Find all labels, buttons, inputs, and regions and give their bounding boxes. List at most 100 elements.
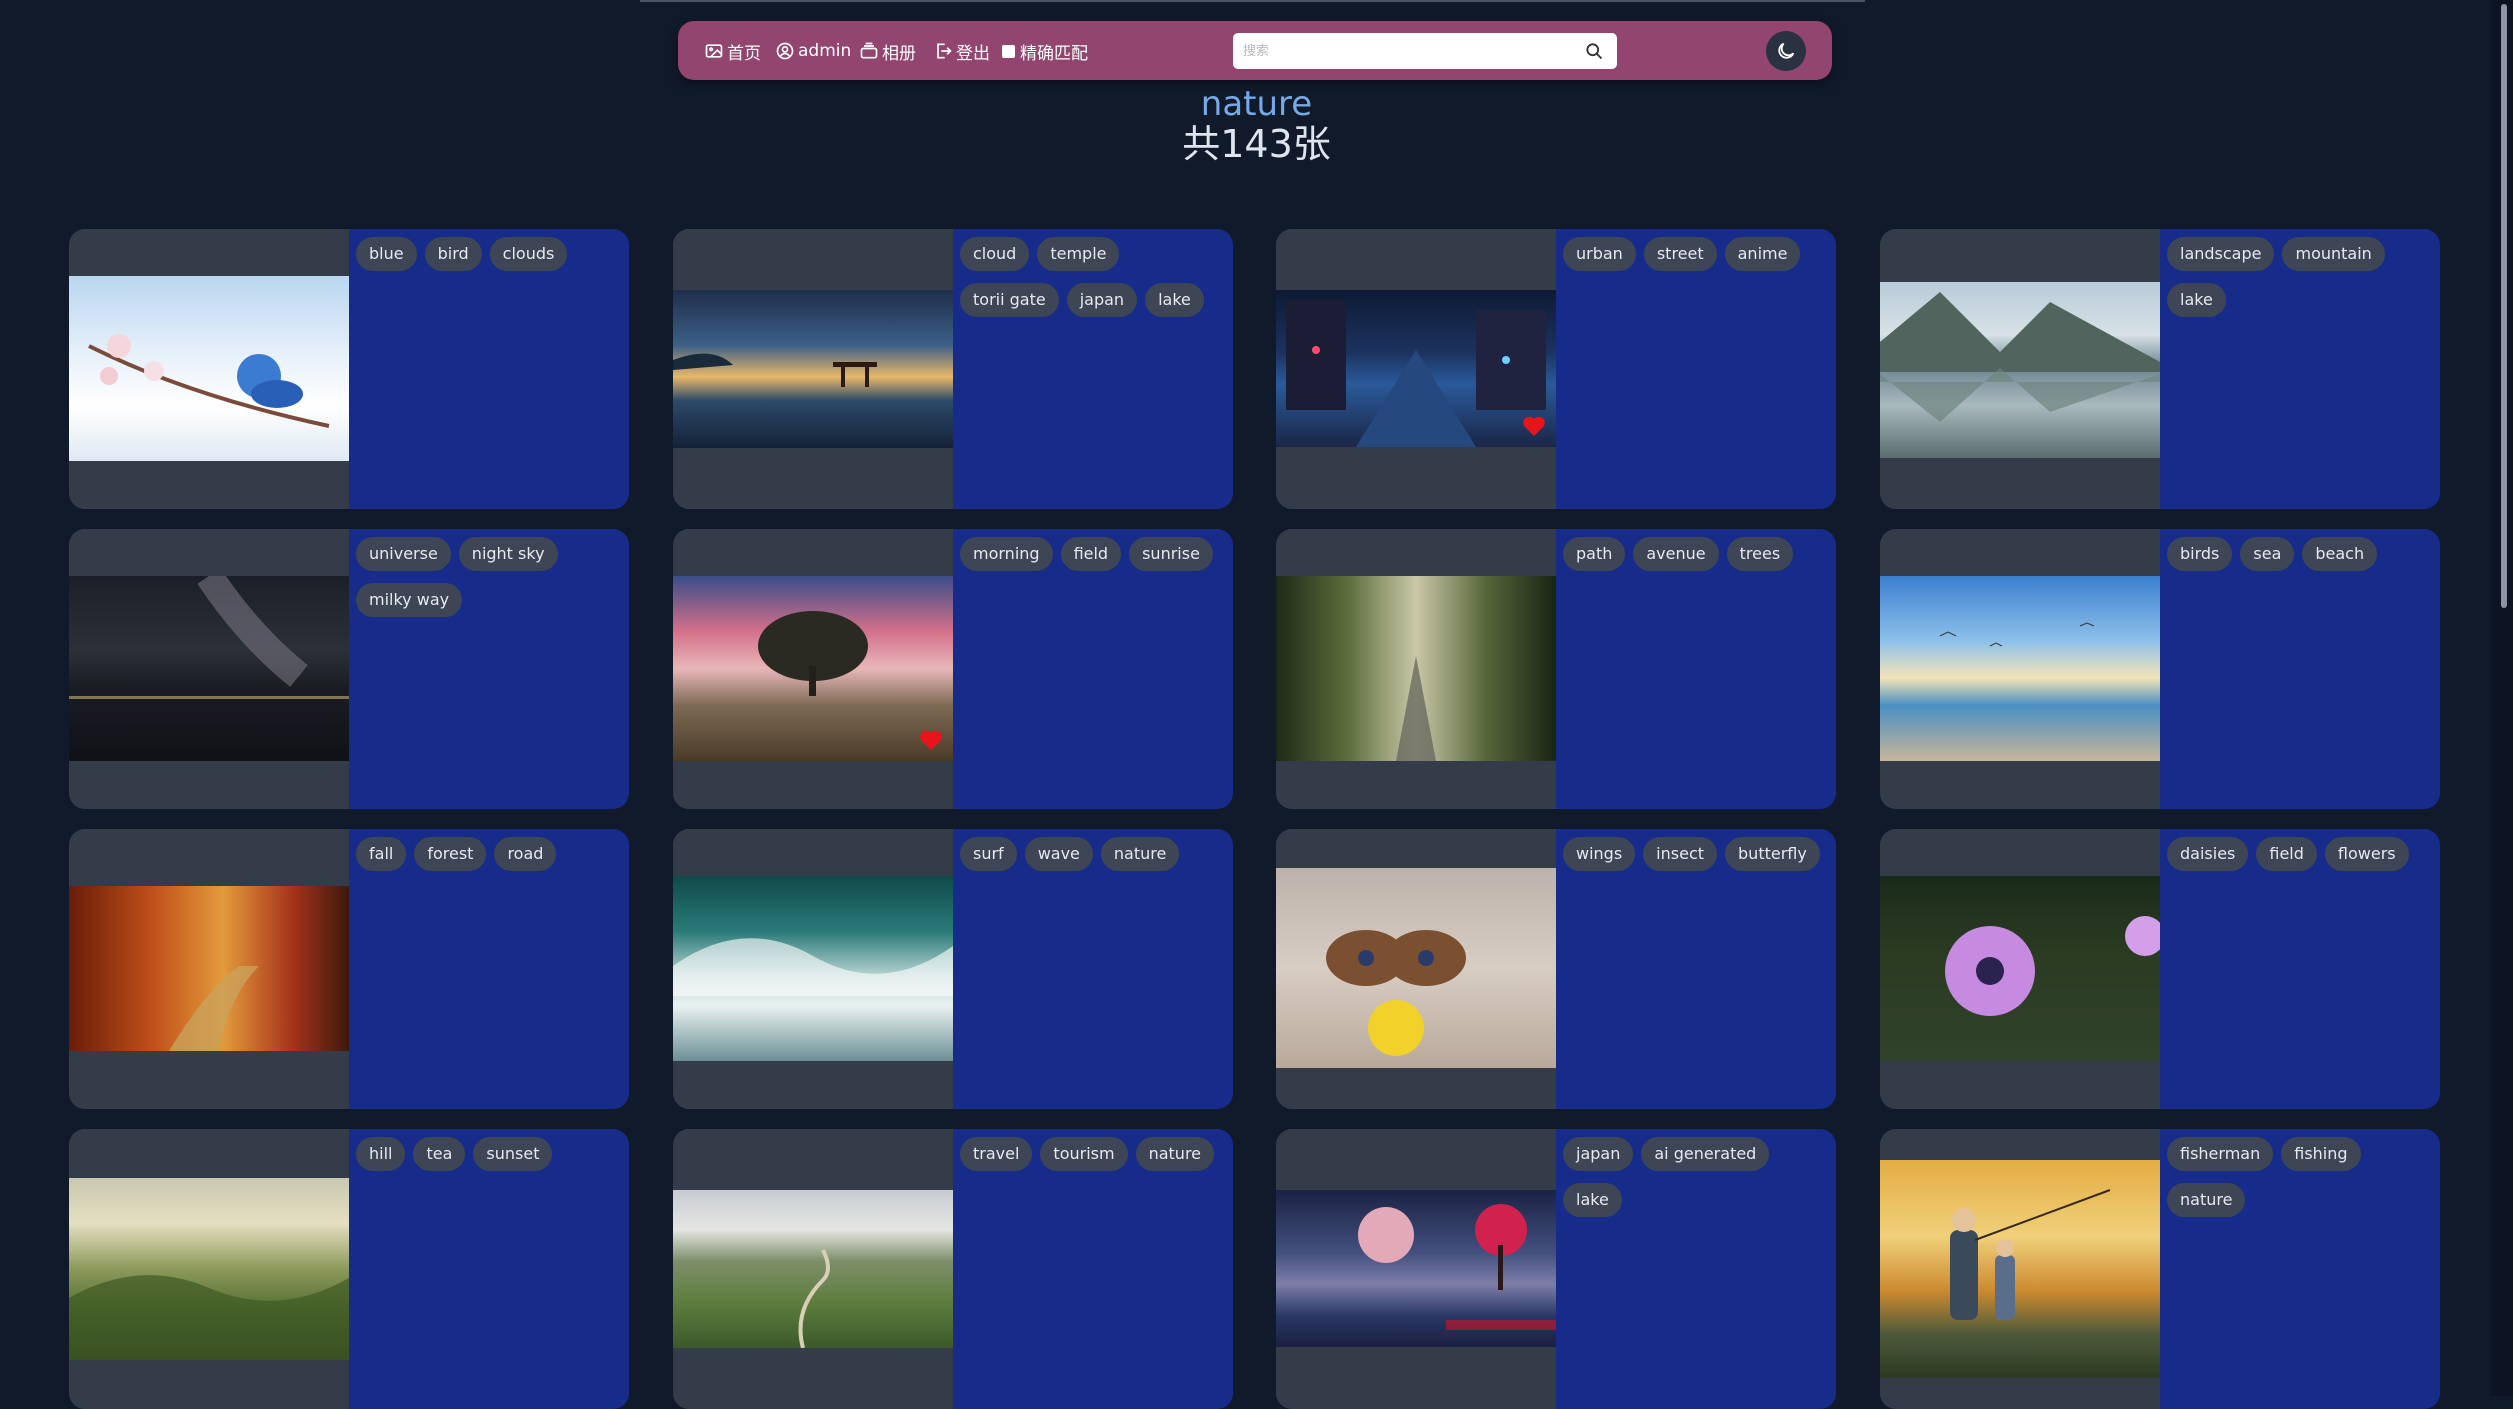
tag-chip[interactable]: birds: [2167, 537, 2233, 571]
image-card[interactable]: fisherman fishing nature: [1880, 1129, 2440, 1409]
thumbnail-image[interactable]: [673, 290, 953, 448]
heart-icon[interactable]: [1522, 415, 1546, 437]
image-card[interactable]: fall forest road: [69, 829, 629, 1109]
card-photo[interactable]: [1276, 229, 1556, 509]
nav-home-link[interactable]: 首页: [704, 37, 761, 65]
tag-chip[interactable]: daisies: [2167, 837, 2249, 871]
scrollbar-thumb[interactable]: [2501, 4, 2507, 608]
tag-chip[interactable]: urban: [1563, 237, 1636, 271]
nav-albums-link[interactable]: 相册: [859, 37, 916, 65]
thumbnail-image[interactable]: [1276, 290, 1556, 447]
tag-chip[interactable]: nature: [1135, 1137, 1215, 1171]
tag-chip[interactable]: sea: [2240, 537, 2295, 571]
thumbnail-image[interactable]: [69, 1178, 349, 1360]
tag-chip[interactable]: field: [1060, 537, 1122, 571]
card-photo[interactable]: [1276, 1129, 1556, 1409]
tag-chip[interactable]: hill: [356, 1137, 406, 1171]
thumbnail-image[interactable]: [1880, 1160, 2160, 1378]
heart-icon[interactable]: [919, 729, 943, 751]
image-card[interactable]: path avenue trees: [1276, 529, 1836, 809]
scrollbar[interactable]: [2491, 0, 2513, 1396]
nav-user-link[interactable]: admin: [775, 37, 851, 65]
card-photo[interactable]: [1880, 229, 2160, 509]
tag-chip[interactable]: sunrise: [1129, 537, 1213, 571]
tag-chip[interactable]: anime: [1724, 237, 1801, 271]
image-card[interactable]: daisies field flowers: [1880, 829, 2440, 1109]
tag-chip[interactable]: fisherman: [2167, 1137, 2274, 1171]
card-photo[interactable]: [673, 829, 953, 1109]
image-card[interactable]: travel tourism nature: [673, 1129, 1233, 1409]
card-photo[interactable]: [1880, 529, 2160, 809]
image-card[interactable]: morning field sunrise: [673, 529, 1233, 809]
tag-chip[interactable]: nature: [1100, 837, 1180, 871]
thumbnail-image[interactable]: [69, 276, 349, 461]
tag-chip[interactable]: fishing: [2281, 1137, 2361, 1171]
card-photo[interactable]: [69, 529, 349, 809]
tag-chip[interactable]: clouds: [489, 237, 568, 271]
image-card[interactable]: urban street anime: [1276, 229, 1836, 509]
card-photo[interactable]: [673, 1129, 953, 1409]
tag-chip[interactable]: blue: [356, 237, 417, 271]
tag-chip[interactable]: morning: [960, 537, 1053, 571]
tag-chip[interactable]: forest: [414, 837, 487, 871]
tag-chip[interactable]: street: [1643, 237, 1717, 271]
search-input[interactable]: [1233, 33, 1617, 69]
card-photo[interactable]: [69, 829, 349, 1109]
thumbnail-image[interactable]: [1880, 876, 2165, 1061]
tag-chip[interactable]: night sky: [458, 537, 558, 571]
exact-match-toggle[interactable]: 精确匹配: [1002, 37, 1088, 65]
tag-chip[interactable]: tea: [413, 1137, 466, 1171]
tag-chip[interactable]: tourism: [1040, 1137, 1128, 1171]
thumbnail-image[interactable]: [1880, 282, 2160, 458]
tag-chip[interactable]: butterfly: [1725, 837, 1820, 871]
thumbnail-image[interactable]: [1276, 868, 1556, 1068]
theme-toggle-button[interactable]: [1766, 31, 1806, 71]
tag-chip[interactable]: trees: [1726, 537, 1794, 571]
image-card[interactable]: cloud temple torii gate japan lake: [673, 229, 1233, 509]
tag-chip[interactable]: mountain: [2282, 237, 2385, 271]
tag-chip[interactable]: path: [1563, 537, 1626, 571]
tag-chip[interactable]: insect: [1643, 837, 1718, 871]
card-photo[interactable]: [1276, 829, 1556, 1109]
tag-chip[interactable]: temple: [1037, 237, 1120, 271]
exact-match-checkbox[interactable]: [1002, 44, 1015, 58]
tag-chip[interactable]: landscape: [2167, 237, 2275, 271]
card-photo[interactable]: [673, 229, 953, 509]
image-card[interactable]: surf wave nature: [673, 829, 1233, 1109]
tag-chip[interactable]: japan: [1563, 1137, 1634, 1171]
tag-chip[interactable]: travel: [960, 1137, 1033, 1171]
tag-chip[interactable]: avenue: [1633, 537, 1719, 571]
tag-chip[interactable]: wave: [1024, 837, 1093, 871]
tag-chip[interactable]: sunset: [473, 1137, 553, 1171]
card-photo[interactable]: [69, 229, 349, 509]
tag-chip[interactable]: field: [2256, 837, 2317, 871]
card-photo[interactable]: [69, 1129, 349, 1409]
tag-chip[interactable]: wings: [1563, 837, 1636, 871]
tag-chip[interactable]: universe: [356, 537, 451, 571]
thumbnail-image[interactable]: [1276, 576, 1556, 761]
tag-chip[interactable]: fall: [356, 837, 407, 871]
thumbnail-image[interactable]: [69, 886, 349, 1051]
image-card[interactable]: universe night sky milky way: [69, 529, 629, 809]
tag-chip[interactable]: lake: [1145, 283, 1204, 317]
nav-logout-link[interactable]: 登出: [933, 37, 990, 65]
search-icon[interactable]: [1584, 41, 1604, 61]
tag-chip[interactable]: ai generated: [1641, 1137, 1770, 1171]
tag-chip[interactable]: flowers: [2324, 837, 2409, 871]
thumbnail-image[interactable]: [69, 568, 349, 761]
card-photo[interactable]: [1276, 529, 1556, 809]
tag-chip[interactable]: nature: [2167, 1183, 2246, 1217]
tag-chip[interactable]: lake: [2167, 283, 2226, 317]
tag-chip[interactable]: lake: [1563, 1183, 1622, 1217]
image-card[interactable]: japan ai generated lake: [1276, 1129, 1836, 1409]
image-card[interactable]: hill tea sunset: [69, 1129, 629, 1409]
image-card[interactable]: wings insect butterfly: [1276, 829, 1836, 1109]
tag-chip[interactable]: road: [494, 837, 557, 871]
thumbnail-image[interactable]: [1276, 1190, 1556, 1347]
tag-chip[interactable]: milky way: [356, 583, 463, 617]
tag-chip[interactable]: japan: [1066, 283, 1138, 317]
card-photo[interactable]: [673, 529, 953, 809]
card-photo[interactable]: [1880, 829, 2165, 1109]
tag-chip[interactable]: cloud: [960, 237, 1030, 271]
tag-chip[interactable]: surf: [960, 837, 1017, 871]
